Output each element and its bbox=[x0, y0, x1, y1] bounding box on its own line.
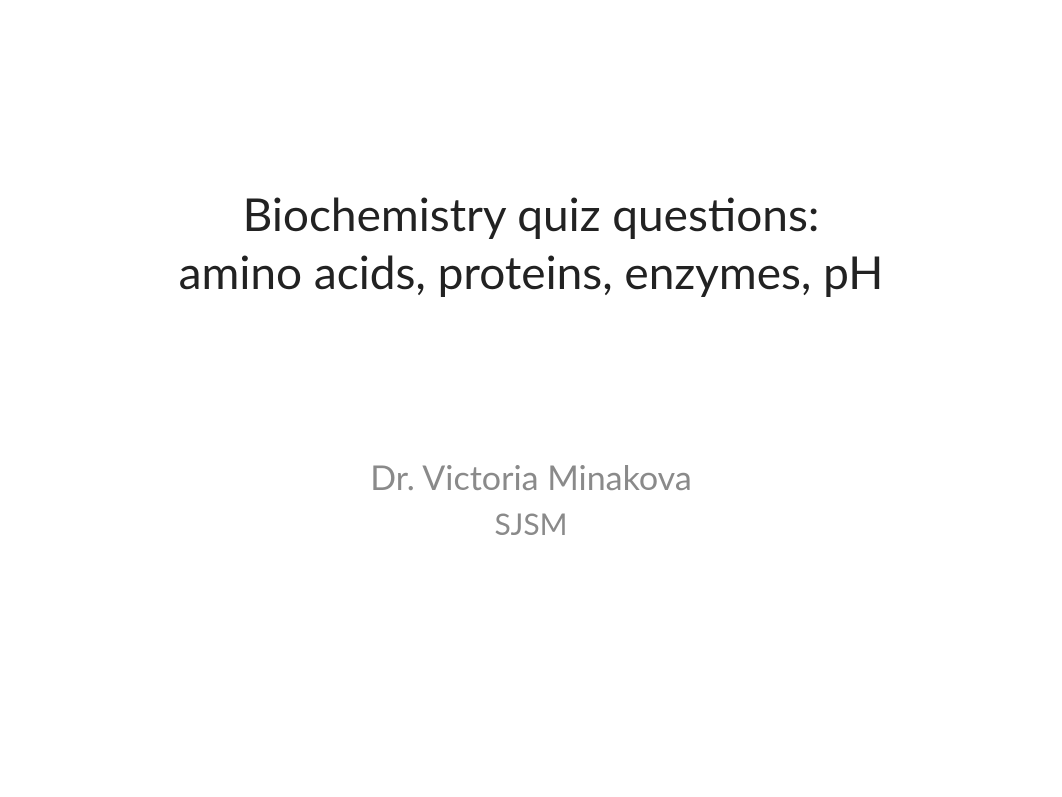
title-line-2: amino acids, proteins, enzymes, pH bbox=[179, 243, 884, 301]
slide-title: Biochemistry quiz questions: amino acids… bbox=[179, 185, 884, 300]
title-line-1: Biochemistry quiz questions: bbox=[179, 185, 884, 243]
subtitle-block: Dr. Victoria Minakova SJSM bbox=[370, 455, 692, 545]
affiliation: SJSM bbox=[370, 503, 692, 545]
author-name: Dr. Victoria Minakova bbox=[370, 455, 692, 501]
